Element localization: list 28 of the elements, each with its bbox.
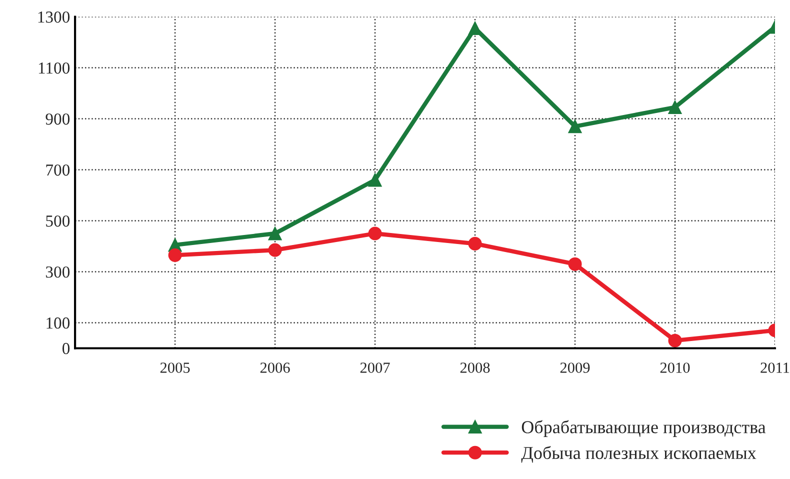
y-tick-label: 1100 <box>38 62 70 74</box>
point <box>468 236 482 250</box>
x-tick-label: 2011 <box>760 362 790 373</box>
point <box>568 257 582 271</box>
y-tick-label: 300 <box>46 266 70 278</box>
point <box>668 100 682 114</box>
y-tick-label: 900 <box>46 113 70 125</box>
point <box>568 120 582 134</box>
legend-label: Добыча полезных ископаемых <box>521 446 756 463</box>
x-tick-label: 2006 <box>260 362 290 373</box>
y-tick-label: 0 <box>62 342 70 354</box>
y-tick-label: 100 <box>46 317 70 329</box>
point <box>468 21 482 36</box>
point <box>368 173 382 187</box>
x-tick-label: 2005 <box>160 362 190 373</box>
point <box>168 248 182 262</box>
point <box>268 226 282 240</box>
x-tick-label: 2008 <box>460 362 490 373</box>
point <box>268 243 282 257</box>
legend-label: Обрабатывающие производства <box>522 420 766 437</box>
x-tick-label: 2007 <box>360 362 390 373</box>
point <box>668 334 682 348</box>
x-tick-label: 2009 <box>560 362 590 373</box>
y-tick-label: 1300 <box>38 11 70 23</box>
y-tick-label: 700 <box>46 164 70 176</box>
x-tick-label: 2010 <box>660 362 690 373</box>
point <box>368 226 382 240</box>
y-tick-label: 500 <box>46 215 70 227</box>
